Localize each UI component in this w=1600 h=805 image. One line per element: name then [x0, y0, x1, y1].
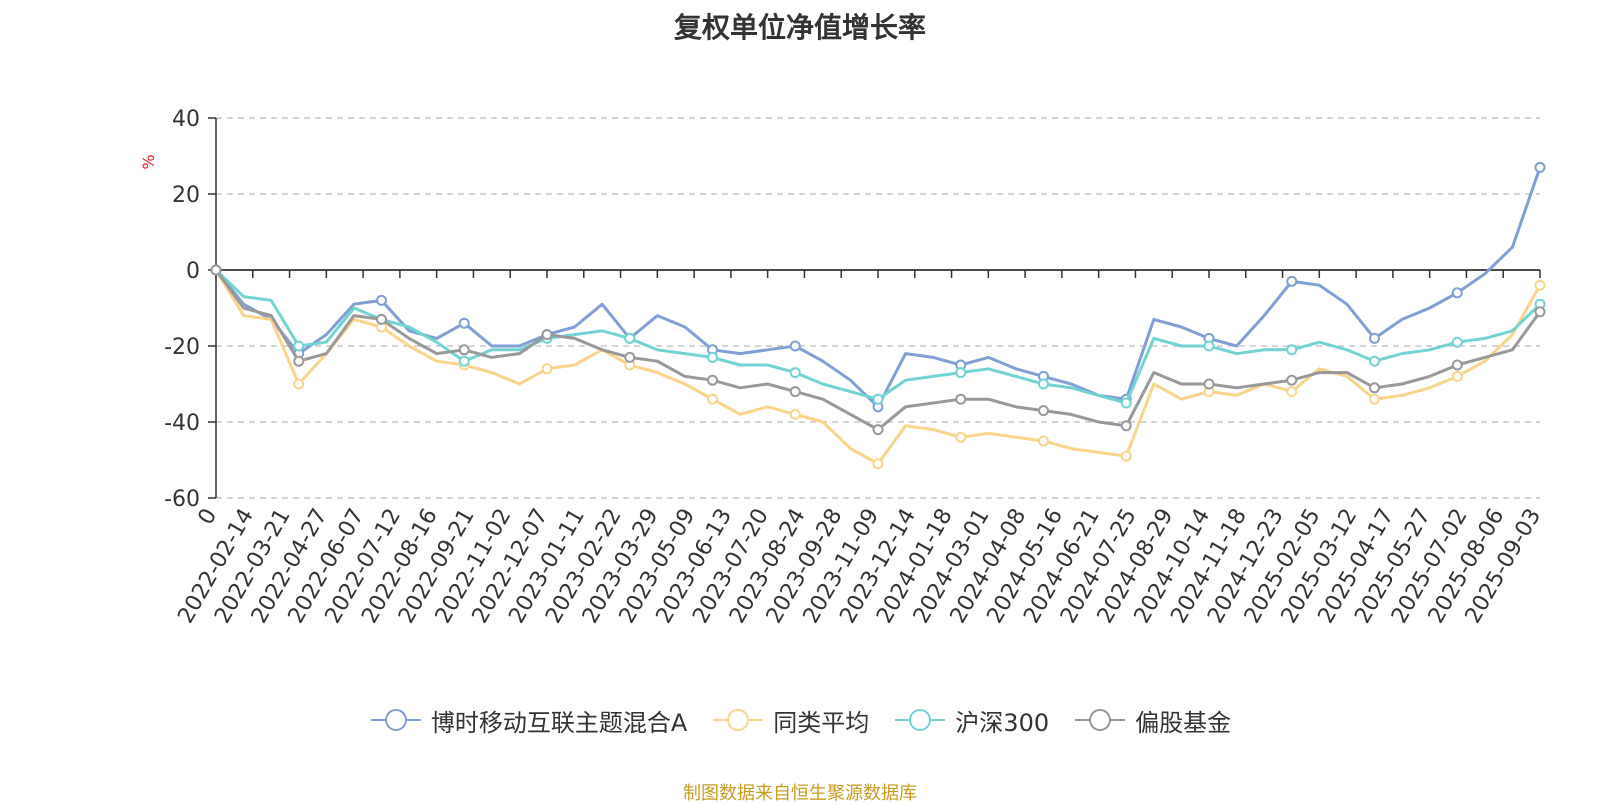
data-source: 制图数据来自恒生聚源数据库 — [683, 783, 917, 804]
data-point-series-4 — [1369, 382, 1380, 394]
data-point-series-3 — [1286, 344, 1298, 356]
data-point-series-2 — [955, 431, 967, 443]
data-point-series-3 — [1203, 340, 1215, 352]
legend-item-series-4[interactable]: 偏股基金 — [1073, 703, 1231, 738]
x-axis-labels: 02022-02-142022-03-212022-04-272022-06-0… — [173, 505, 1546, 628]
data-point-series-4 — [872, 424, 884, 436]
series-layer — [210, 161, 1546, 470]
data-point-series-1 — [1451, 287, 1463, 299]
data-point-series-4 — [707, 374, 718, 386]
data-point-series-2 — [872, 458, 884, 470]
legend-marker-series-1 — [370, 709, 421, 731]
data-point-series-4 — [789, 386, 801, 398]
data-point-series-2 — [1451, 370, 1463, 382]
y-tick-label: 40 — [172, 107, 200, 132]
y-tick-label: 20 — [172, 183, 200, 208]
y-tick-label: -40 — [164, 411, 200, 436]
data-point-series-1 — [458, 317, 470, 329]
legend-label-series-1: 博时移动互联主题混合A — [430, 708, 688, 737]
series-line-3 — [214, 268, 1542, 405]
grid-layer — [216, 117, 1540, 499]
legend-marker-series-2 — [713, 709, 764, 731]
data-point-series-3 — [1451, 336, 1463, 348]
data-point-series-4 — [293, 355, 305, 367]
data-point-series-3 — [1369, 355, 1380, 367]
legend-label-series-3: 沪深300 — [955, 708, 1050, 737]
data-point-series-1 — [1534, 161, 1546, 173]
data-point-series-3 — [872, 393, 884, 405]
legend-item-series-2[interactable]: 同类平均 — [711, 703, 869, 738]
legend-marker-series-3 — [895, 709, 946, 731]
data-point-series-2 — [1534, 279, 1546, 291]
data-point-series-4 — [624, 351, 636, 363]
legend: 博时移动互联主题混合A 同类平均 沪深300 偏股基金 — [0, 700, 1600, 740]
data-point-series-4 — [1451, 359, 1463, 371]
data-point-series-4 — [210, 264, 222, 276]
data-point-series-4 — [541, 329, 553, 341]
data-point-series-3 — [1120, 397, 1132, 409]
y-axis-unit: % — [139, 154, 158, 169]
data-point-series-2 — [707, 393, 718, 405]
y-tick-label: 0 — [186, 259, 200, 284]
data-point-series-3 — [707, 351, 718, 363]
y-tick-label: -60 — [164, 487, 200, 512]
legend-label-series-2: 同类平均 — [773, 708, 870, 737]
legend-item-series-3[interactable]: 沪深300 — [893, 703, 1049, 738]
data-point-series-2 — [1286, 386, 1298, 398]
data-point-series-4 — [1038, 405, 1049, 417]
data-point-series-4 — [1286, 374, 1298, 386]
legend-label-series-4: 偏股基金 — [1135, 708, 1232, 737]
data-point-series-4 — [376, 313, 387, 325]
data-point-series-2 — [1038, 435, 1049, 447]
data-point-series-4 — [1534, 306, 1546, 318]
data-point-series-2 — [293, 378, 305, 390]
data-point-series-3 — [624, 332, 636, 344]
axis-layer: 40 20 0 -20 -40 -60 — [164, 107, 1541, 512]
series-line-1 — [214, 165, 1542, 409]
data-point-series-4 — [1120, 420, 1132, 432]
data-point-series-3 — [293, 340, 305, 352]
chart-title: 复权单位净值增长率 — [674, 11, 926, 44]
data-point-series-2 — [1120, 450, 1132, 462]
legend-item-series-1[interactable]: 博时移动互联主题混合A — [369, 703, 687, 738]
data-point-series-1 — [789, 340, 801, 352]
data-point-series-3 — [1038, 378, 1049, 390]
data-point-series-1 — [376, 294, 387, 306]
data-point-series-3 — [789, 367, 801, 379]
x-tick-label: 0 — [194, 505, 223, 530]
data-point-series-2 — [541, 363, 553, 375]
data-point-series-2 — [1369, 393, 1380, 405]
data-point-series-3 — [458, 355, 470, 367]
y-tick-label: -20 — [164, 335, 200, 360]
data-point-series-4 — [955, 393, 967, 405]
data-point-series-1 — [1369, 332, 1380, 344]
data-point-series-2 — [789, 408, 801, 420]
data-point-series-4 — [458, 344, 470, 356]
data-point-series-3 — [955, 367, 967, 379]
legend-marker-series-4 — [1075, 709, 1126, 731]
data-point-series-1 — [1286, 275, 1298, 287]
data-point-series-4 — [1203, 378, 1215, 390]
